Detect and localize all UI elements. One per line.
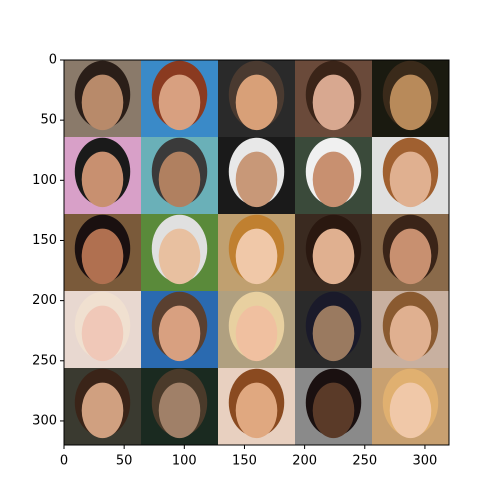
y-tick-label: 100 [32,173,57,188]
tile-face [389,151,432,208]
tile-face [81,151,124,208]
y-tick-label: 150 [32,233,57,248]
tile-face [81,228,124,285]
tile-face [312,382,355,439]
tile-face [235,382,278,439]
tile-face [389,74,432,131]
x-tick-label: 100 [172,454,197,469]
tile-face [158,305,201,362]
face-grid-image [64,60,450,446]
x-tick-label: 0 [60,454,68,469]
tile-face [389,305,432,362]
y-tick-label: 50 [40,113,57,128]
tile-face [389,228,432,285]
y-tick-label: 300 [32,413,57,428]
y-tick-label: 250 [32,353,57,368]
tile-face [312,305,355,362]
x-tick-label: 150 [232,454,257,469]
tile-face [235,151,278,208]
tile-face [158,382,201,439]
x-tick-label: 50 [116,454,133,469]
tile-face [158,228,201,285]
tile-face [81,74,124,131]
y-tick-label: 200 [32,293,57,308]
tile-face [235,228,278,285]
axes-frame [63,59,450,446]
y-tick-label: 0 [49,53,57,68]
tile-face [312,228,355,285]
tile-face [235,305,278,362]
x-tick-label: 200 [292,454,317,469]
x-tick-label: 250 [352,454,377,469]
tile-face [312,151,355,208]
tile-face [235,74,278,131]
tile-face [389,382,432,439]
tile-face [158,151,201,208]
tile-face [81,382,124,439]
tile-face [81,305,124,362]
tile-face [158,74,201,131]
tile-face [312,74,355,131]
x-tick-label: 300 [413,454,438,469]
